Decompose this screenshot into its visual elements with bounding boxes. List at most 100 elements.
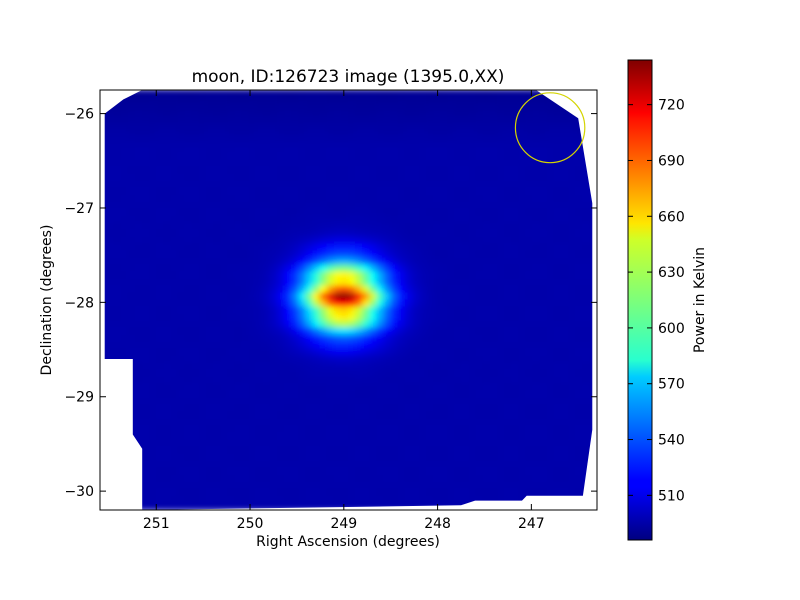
heatmap-cell: [305, 152, 314, 161]
heatmap-cell: [582, 145, 591, 154]
heatmap-cell: [120, 313, 129, 322]
heatmap-cell: [397, 425, 406, 434]
heatmap-cell: [362, 145, 371, 154]
heatmap-cell: [170, 460, 179, 469]
heatmap-cell: [312, 90, 321, 98]
heatmap-cell: [490, 250, 499, 259]
heatmap-cell: [234, 131, 243, 140]
heatmap-cell: [269, 124, 278, 133]
heatmap-cell: [575, 502, 584, 510]
heatmap-cell: [355, 355, 364, 364]
heatmap-cell: [518, 446, 527, 455]
heatmap-cell: [142, 194, 151, 203]
heatmap-cell: [397, 159, 406, 168]
heatmap-cell: [504, 439, 513, 448]
heatmap-cell: [269, 397, 278, 406]
heatmap-cell: [198, 334, 207, 343]
heatmap-cell: [532, 257, 541, 266]
heatmap-cell: [120, 285, 129, 294]
heatmap-cell: [127, 432, 136, 441]
heatmap-cell: [333, 502, 342, 510]
heatmap-cell: [227, 425, 236, 434]
heatmap-cell: [397, 327, 406, 336]
heatmap-cell: [411, 285, 420, 294]
heatmap-cell: [468, 264, 477, 273]
heatmap-cell: [362, 418, 371, 427]
heatmap-cell: [433, 439, 442, 448]
heatmap-cell: [298, 110, 307, 119]
heatmap-cell: [198, 159, 207, 168]
heatmap-cell: [362, 383, 371, 392]
heatmap-cell: [362, 397, 371, 406]
heatmap-cell: [355, 180, 364, 189]
heatmap-cell: [355, 502, 364, 510]
heatmap-cell: [305, 327, 314, 336]
heatmap-cell: [475, 257, 484, 266]
heatmap-cell: [426, 313, 435, 322]
heatmap-cell: [312, 432, 321, 441]
heatmap-cell: [220, 215, 229, 224]
heatmap-cell: [298, 418, 307, 427]
heatmap-cell: [468, 243, 477, 252]
heatmap-cell: [142, 369, 151, 378]
heatmap-cell: [340, 502, 349, 510]
heatmap-cell: [532, 446, 541, 455]
heatmap-cell: [262, 138, 271, 147]
heatmap-cell: [419, 117, 428, 126]
heatmap-cell: [568, 250, 577, 259]
heatmap-cell: [170, 236, 179, 245]
heatmap-cell: [553, 131, 562, 140]
heatmap-cell: [539, 96, 548, 105]
heatmap-cell: [511, 502, 520, 510]
heatmap-cell: [482, 110, 491, 119]
heatmap-cell: [184, 124, 193, 133]
heatmap-cell: [177, 362, 186, 371]
heatmap-cell: [497, 502, 506, 510]
heatmap-cell: [156, 495, 165, 504]
heatmap-cell: [411, 145, 420, 154]
heatmap-cell: [156, 285, 165, 294]
heatmap-cell: [589, 271, 593, 280]
heatmap-cell: [255, 453, 264, 462]
heatmap-cell: [206, 285, 215, 294]
heatmap-cell: [411, 201, 420, 210]
heatmap-cell: [262, 131, 271, 140]
heatmap-cell: [419, 278, 428, 287]
heatmap-cell: [504, 201, 513, 210]
heatmap-cell: [383, 222, 392, 231]
heatmap-cell: [475, 145, 484, 154]
heatmap-cell: [291, 264, 300, 273]
heatmap-cell: [568, 411, 577, 420]
heatmap-cell: [298, 355, 307, 364]
heatmap-cell: [461, 208, 470, 217]
heatmap-cell: [504, 306, 513, 315]
heatmap-cell: [248, 432, 257, 441]
heatmap-cell: [206, 243, 215, 252]
heatmap-cell: [440, 348, 449, 357]
heatmap-cell: [113, 320, 122, 329]
heatmap-cell: [284, 481, 293, 490]
heatmap-cell: [177, 124, 186, 133]
heatmap-cell: [135, 152, 144, 161]
heatmap-cell: [369, 439, 378, 448]
heatmap-cell: [149, 173, 158, 182]
heatmap-cell: [575, 320, 584, 329]
heatmap-cell: [475, 446, 484, 455]
heatmap-cell: [490, 418, 499, 427]
heatmap-cell: [113, 313, 122, 322]
heatmap-cell: [277, 257, 286, 266]
heatmap-cell: [184, 502, 193, 510]
heatmap-cell: [220, 383, 229, 392]
heatmap-cell: [206, 173, 215, 182]
heatmap-cell: [475, 495, 484, 504]
colorbar-gradient: [628, 60, 652, 540]
heatmap-cell: [454, 271, 463, 280]
heatmap-cell: [120, 467, 129, 476]
heatmap-cell: [248, 327, 257, 336]
heatmap-cell: [291, 397, 300, 406]
heatmap-cell: [142, 243, 151, 252]
heatmap-cell: [461, 138, 470, 147]
heatmap-cell: [419, 439, 428, 448]
heatmap-cell: [383, 474, 392, 483]
heatmap-cell: [511, 236, 520, 245]
